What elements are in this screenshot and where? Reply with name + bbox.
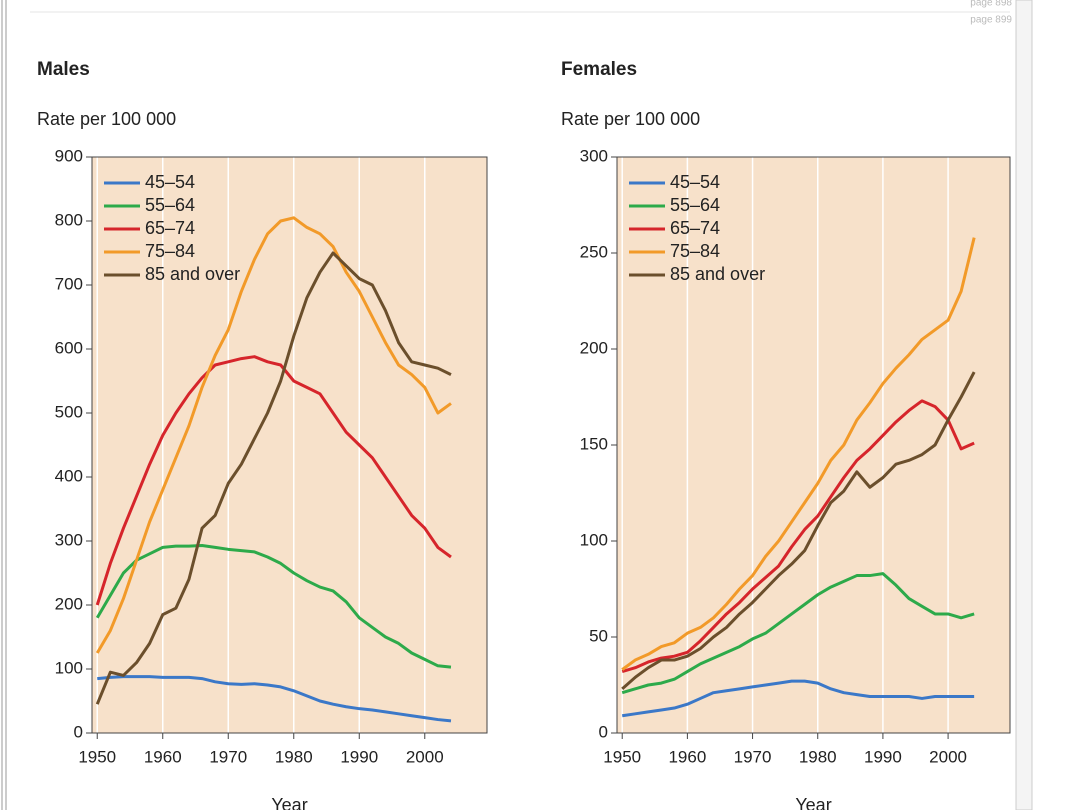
legend-label: 55–64 xyxy=(145,195,195,215)
y-axis-label: Rate per 100 000 xyxy=(37,109,176,129)
y-tick-label: 300 xyxy=(55,530,83,549)
series-line xyxy=(95,355,452,606)
y-tick-label: 100 xyxy=(55,658,83,677)
y-axis-label: Rate per 100 000 xyxy=(561,109,700,129)
y-tick-label: 0 xyxy=(599,722,608,741)
y-tick-label: 800 xyxy=(55,210,83,229)
y-tick-label: 0 xyxy=(74,722,83,741)
x-tick-label: 2000 xyxy=(929,747,967,766)
y-tick-label: 900 xyxy=(55,146,83,165)
legend-label: 65–74 xyxy=(670,218,720,238)
x-tick-label: 1950 xyxy=(603,747,641,766)
series-line xyxy=(95,543,452,669)
y-tick-label: 250 xyxy=(580,242,608,261)
y-tick-label: 500 xyxy=(55,402,83,421)
y-tick-label: 200 xyxy=(580,338,608,357)
scrollbar[interactable] xyxy=(1015,0,1033,810)
x-tick-label: 1990 xyxy=(864,747,902,766)
x-tick-label: 1960 xyxy=(668,747,706,766)
x-tick-label: 1970 xyxy=(209,747,247,766)
chart-title: Males xyxy=(37,59,90,80)
x-axis-label: Year xyxy=(795,795,831,810)
x-tick-label: 1970 xyxy=(734,747,772,766)
page-label: page 898 xyxy=(970,0,1012,9)
x-tick-label: 2000 xyxy=(406,747,444,766)
x-tick-label: 1990 xyxy=(340,747,378,766)
series-line xyxy=(97,675,452,723)
chart-title: Females xyxy=(561,59,637,80)
y-tick-label: 150 xyxy=(580,434,608,453)
legend-label: 55–64 xyxy=(670,195,720,215)
legend-label: 85 and over xyxy=(145,264,240,284)
series-line xyxy=(621,679,975,718)
x-tick-label: 1960 xyxy=(144,747,182,766)
legend-label: 85 and over xyxy=(670,264,765,284)
y-tick-label: 50 xyxy=(589,626,608,645)
y-tick-label: 200 xyxy=(55,594,83,613)
x-axis-label: Year xyxy=(271,795,307,810)
series-line xyxy=(621,371,976,690)
y-tick-label: 700 xyxy=(55,274,83,293)
legend-label: 65–74 xyxy=(145,218,195,238)
series-line xyxy=(621,572,975,695)
y-tick-label: 400 xyxy=(55,466,83,485)
legend-label: 75–84 xyxy=(145,241,195,261)
plot-frame xyxy=(616,156,1011,734)
y-tick-label: 600 xyxy=(55,338,83,357)
page-label: page 899 xyxy=(970,15,1012,26)
y-tick-label: 300 xyxy=(580,146,608,165)
x-tick-label: 1980 xyxy=(799,747,837,766)
plot-frame xyxy=(91,156,488,734)
legend-label: 45–54 xyxy=(670,172,720,192)
x-tick-label: 1980 xyxy=(275,747,313,766)
series-line xyxy=(621,237,976,671)
series-line xyxy=(95,251,452,705)
series-line xyxy=(95,216,452,654)
x-tick-label: 1950 xyxy=(78,747,116,766)
legend-label: 75–84 xyxy=(670,241,720,261)
series-line xyxy=(621,399,975,673)
y-tick-label: 100 xyxy=(580,530,608,549)
legend-label: 45–54 xyxy=(145,172,195,192)
